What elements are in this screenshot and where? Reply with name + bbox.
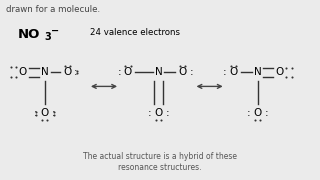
Text: :: : xyxy=(247,108,251,118)
Text: :: : xyxy=(148,108,151,118)
Text: O: O xyxy=(276,67,284,77)
Text: N: N xyxy=(254,67,261,77)
Text: :: : xyxy=(74,67,78,77)
Text: drawn for a molecule.: drawn for a molecule. xyxy=(6,5,100,14)
Text: :: : xyxy=(265,108,268,118)
Text: O: O xyxy=(41,108,49,118)
Text: O: O xyxy=(63,67,71,77)
Text: :: : xyxy=(189,67,193,77)
Text: :: : xyxy=(117,67,121,77)
Text: :: : xyxy=(223,67,227,77)
Text: 3: 3 xyxy=(44,32,51,42)
Text: O: O xyxy=(253,108,262,118)
Text: :: : xyxy=(34,108,38,118)
Text: NO: NO xyxy=(18,28,40,41)
Text: 24 valence electrons: 24 valence electrons xyxy=(90,28,180,37)
Text: resonance structures.: resonance structures. xyxy=(118,163,202,172)
Text: O: O xyxy=(178,67,187,77)
Text: N: N xyxy=(155,67,162,77)
Text: O: O xyxy=(124,67,132,77)
Text: O: O xyxy=(18,67,27,77)
Text: O: O xyxy=(229,67,238,77)
Text: O: O xyxy=(154,108,163,118)
Text: −: − xyxy=(51,26,59,36)
Text: :: : xyxy=(52,108,55,118)
Text: N: N xyxy=(41,67,49,77)
Text: :: : xyxy=(165,108,169,118)
Text: The actual structure is a hybrid of these: The actual structure is a hybrid of thes… xyxy=(83,152,237,161)
